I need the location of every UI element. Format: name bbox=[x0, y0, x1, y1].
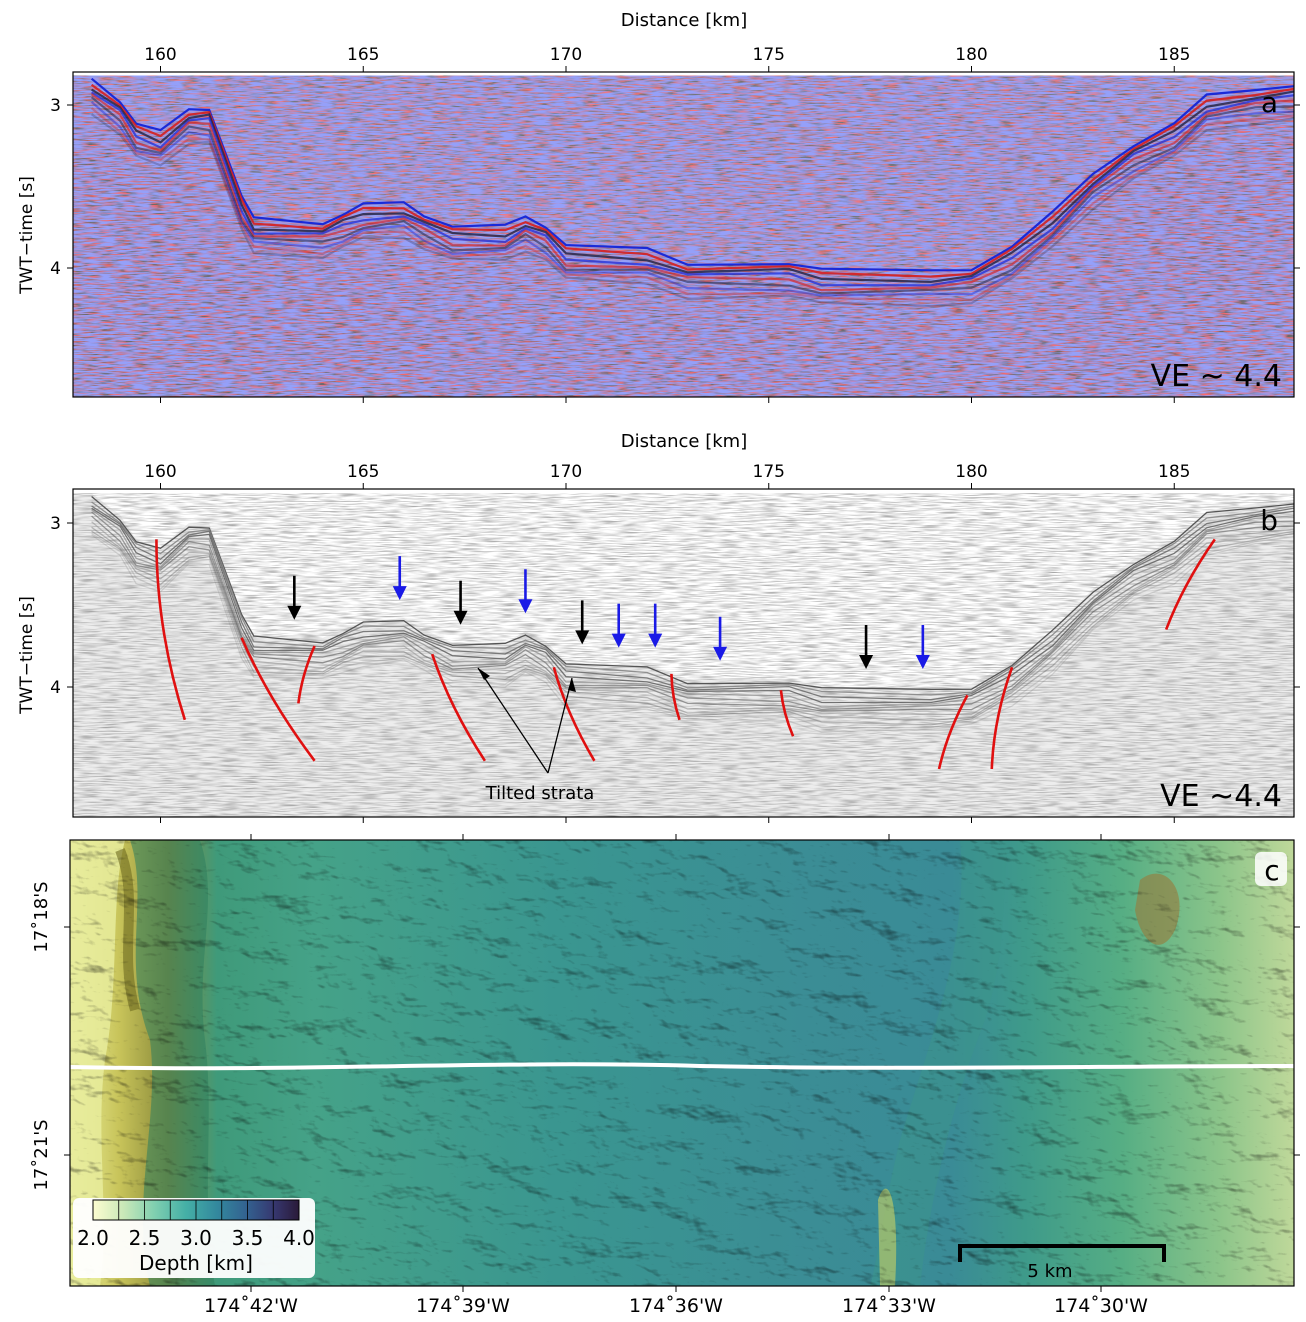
colorbar-tick-label: 3.0 bbox=[180, 1226, 212, 1250]
colorbar-title: Depth [km] bbox=[139, 1251, 253, 1275]
black-arrow bbox=[859, 625, 874, 669]
x-tick-label: 174˚39'W bbox=[416, 1295, 510, 1317]
tilted-strata-label: Tilted strata bbox=[485, 783, 595, 804]
x-tick-label: 160 bbox=[144, 462, 176, 482]
fault-line bbox=[430, 653, 486, 762]
panel-a-label: a bbox=[1261, 86, 1278, 119]
blue-arrow bbox=[611, 603, 626, 648]
x-tick-label: 174˚42'W bbox=[204, 1295, 298, 1317]
x-tick-label: 170 bbox=[550, 45, 582, 65]
x-tick-label: 165 bbox=[347, 462, 379, 482]
fault-line bbox=[937, 694, 969, 770]
x-tick-label: 185 bbox=[1158, 45, 1190, 65]
x-tick-label: 174˚30'W bbox=[1054, 1295, 1148, 1317]
colorbar-tick-label: 3.5 bbox=[232, 1226, 264, 1250]
x-tick-label: 180 bbox=[955, 462, 987, 482]
panel-a-ve-label: VE ~ 4.4 bbox=[1151, 359, 1282, 394]
fault-line bbox=[670, 673, 681, 721]
black-arrow bbox=[575, 600, 590, 645]
panel-b-x-ticks: 160 165 170 175 180 185 bbox=[144, 462, 1190, 823]
black-arrow bbox=[453, 580, 468, 625]
blue-arrow bbox=[713, 616, 728, 661]
colorbar-tick-label: 2.5 bbox=[129, 1226, 161, 1250]
panel-a-y-ticks: 34 bbox=[50, 96, 1300, 279]
blue-arrow bbox=[648, 603, 663, 648]
colorbar-tick-label: 2.0 bbox=[77, 1226, 109, 1250]
survey-track-line bbox=[70, 1062, 1294, 1071]
fault-line bbox=[155, 539, 187, 721]
panel-b-label: b bbox=[1260, 504, 1278, 537]
scale-bar-label: 5 km bbox=[1027, 1261, 1072, 1282]
colorbar-tick-label: 4.0 bbox=[283, 1226, 315, 1250]
y-tick-label: 4 bbox=[50, 259, 61, 279]
x-tick-label: 180 bbox=[955, 45, 987, 65]
depth-colorbar: 2.0 2.5 3.0 3.5 4.0 Depth [km] bbox=[73, 1198, 315, 1278]
panel-b-y-axis-title: TWT−time [s] bbox=[17, 596, 37, 715]
colorbar-ticks: 2.0 2.5 3.0 3.5 4.0 bbox=[77, 1200, 315, 1250]
panel-a-reflectors bbox=[90, 77, 1294, 308]
tilted-strata-annotation: Tilted strata bbox=[477, 667, 595, 804]
y-tick-1: 17˚18'S bbox=[31, 881, 52, 952]
panel-b-y-ticks: 34 bbox=[50, 514, 1300, 698]
x-tick-label: 174˚36'W bbox=[629, 1295, 723, 1317]
panel-b-ve-label: VE ~4.4 bbox=[1160, 779, 1282, 814]
fault-line bbox=[1164, 538, 1216, 631]
panel-c-label: c bbox=[1264, 854, 1279, 887]
x-tick-label: 185 bbox=[1158, 462, 1190, 482]
x-tick-label: 175 bbox=[753, 45, 785, 65]
panel-b-fault-lines bbox=[155, 538, 1216, 770]
x-tick-label: 160 bbox=[144, 45, 176, 65]
panel-b-reflectors bbox=[91, 496, 1294, 733]
fault-line bbox=[240, 637, 316, 762]
scale-bar: 5 km bbox=[958, 1244, 1166, 1282]
fault-line bbox=[779, 690, 795, 737]
panel-c-x-ticks: 174˚42'W 174˚39'W 174˚36'W 174˚33'W 174˚30'W bbox=[204, 834, 1148, 1317]
x-tick-label: 175 bbox=[753, 462, 785, 482]
blue-arrow bbox=[518, 569, 533, 614]
panel-b-x-axis-title: Distance [km] bbox=[621, 431, 747, 452]
x-tick-label: 170 bbox=[550, 462, 582, 482]
x-tick-label: 165 bbox=[347, 45, 379, 65]
panel-b-arrows bbox=[287, 556, 930, 669]
black-arrow bbox=[287, 575, 302, 620]
y-tick-label: 4 bbox=[50, 678, 61, 698]
blue-arrow bbox=[392, 556, 407, 601]
y-tick-label: 3 bbox=[50, 514, 61, 534]
panel-a-x-axis-title: Distance [km] bbox=[621, 10, 747, 31]
panel-b-interpreted-section: Distance [km] 160 165 170 175 180 185 34 TWT−… bbox=[17, 431, 1300, 823]
fault-line bbox=[990, 666, 1014, 770]
panel-c-bathymetry-map: 174˚42'W 174˚39'W 174˚36'W 174˚33'W 174˚30'W… bbox=[31, 834, 1300, 1317]
panel-a-seismic-section: Distance [km] 160 165 170 175 180 185 34 TWT−… bbox=[17, 10, 1300, 403]
fault-line bbox=[297, 645, 316, 704]
fault-line bbox=[552, 666, 596, 762]
panel-a-y-axis-title: TWT−time [s] bbox=[17, 176, 37, 295]
y-tick-label: 3 bbox=[50, 96, 61, 116]
blue-arrow bbox=[915, 625, 930, 669]
panel-a-x-ticks: 160 165 170 175 180 185 bbox=[144, 45, 1190, 403]
x-tick-label: 174˚33'W bbox=[842, 1295, 936, 1317]
y-tick-2: 17˚21'S bbox=[31, 1119, 52, 1190]
